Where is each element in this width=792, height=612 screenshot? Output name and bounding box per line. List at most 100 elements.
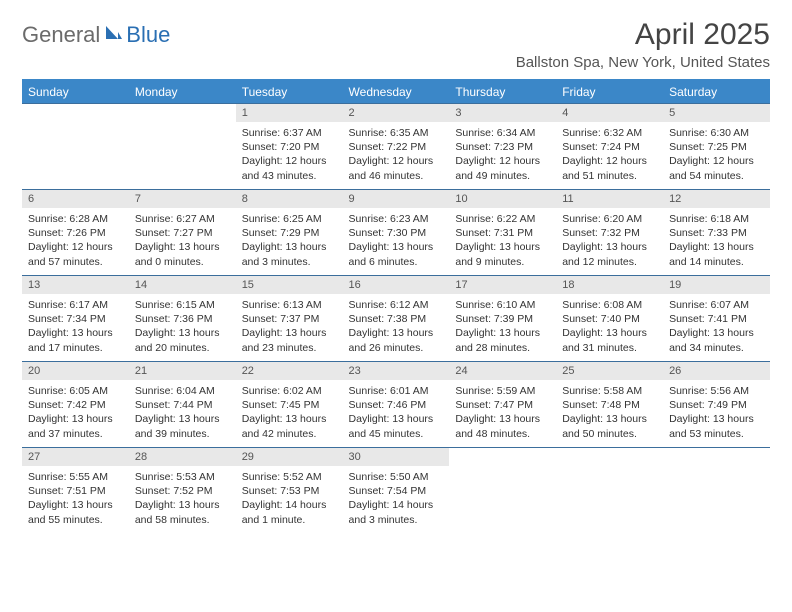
calendar-day-cell: 16Sunrise: 6:12 AMSunset: 7:38 PMDayligh… xyxy=(343,276,450,362)
sunrise-text: Sunrise: 6:02 AM xyxy=(242,384,337,398)
day-header: Friday xyxy=(556,80,663,104)
day-number: 3 xyxy=(449,104,556,122)
calendar-day-cell: 22Sunrise: 6:02 AMSunset: 7:45 PMDayligh… xyxy=(236,362,343,448)
day-header: Monday xyxy=(129,80,236,104)
sunrise-text: Sunrise: 6:23 AM xyxy=(349,212,444,226)
sunrise-text: Sunrise: 6:10 AM xyxy=(455,298,550,312)
daylight-text: Daylight: 12 hours and 46 minutes. xyxy=(349,154,444,182)
sunrise-text: Sunrise: 5:55 AM xyxy=(28,470,123,484)
day-content: Sunrise: 6:18 AMSunset: 7:33 PMDaylight:… xyxy=(663,208,770,273)
day-number: 17 xyxy=(449,276,556,294)
calendar-day-cell: 7Sunrise: 6:27 AMSunset: 7:27 PMDaylight… xyxy=(129,190,236,276)
calendar-day-cell xyxy=(449,448,556,534)
sunrise-text: Sunrise: 5:53 AM xyxy=(135,470,230,484)
calendar-day-cell: 15Sunrise: 6:13 AMSunset: 7:37 PMDayligh… xyxy=(236,276,343,362)
day-number: 14 xyxy=(129,276,236,294)
day-content: Sunrise: 6:12 AMSunset: 7:38 PMDaylight:… xyxy=(343,294,450,359)
title-area: April 2025 Ballston Spa, New York, Unite… xyxy=(516,18,770,71)
sunrise-text: Sunrise: 5:58 AM xyxy=(562,384,657,398)
day-content: Sunrise: 5:52 AMSunset: 7:53 PMDaylight:… xyxy=(236,466,343,531)
sunset-text: Sunset: 7:44 PM xyxy=(135,398,230,412)
calendar-day-cell: 20Sunrise: 6:05 AMSunset: 7:42 PMDayligh… xyxy=(22,362,129,448)
day-content: Sunrise: 6:07 AMSunset: 7:41 PMDaylight:… xyxy=(663,294,770,359)
day-number: 18 xyxy=(556,276,663,294)
sunset-text: Sunset: 7:25 PM xyxy=(669,140,764,154)
day-content: Sunrise: 6:15 AMSunset: 7:36 PMDaylight:… xyxy=(129,294,236,359)
calendar-day-cell: 11Sunrise: 6:20 AMSunset: 7:32 PMDayligh… xyxy=(556,190,663,276)
sunset-text: Sunset: 7:24 PM xyxy=(562,140,657,154)
sunrise-text: Sunrise: 5:59 AM xyxy=(455,384,550,398)
day-content: Sunrise: 6:32 AMSunset: 7:24 PMDaylight:… xyxy=(556,122,663,187)
calendar-day-cell: 23Sunrise: 6:01 AMSunset: 7:46 PMDayligh… xyxy=(343,362,450,448)
sunrise-text: Sunrise: 6:25 AM xyxy=(242,212,337,226)
daylight-text: Daylight: 12 hours and 49 minutes. xyxy=(455,154,550,182)
sunset-text: Sunset: 7:54 PM xyxy=(349,484,444,498)
sunset-text: Sunset: 7:53 PM xyxy=(242,484,337,498)
daylight-text: Daylight: 13 hours and 23 minutes. xyxy=(242,326,337,354)
sunset-text: Sunset: 7:40 PM xyxy=(562,312,657,326)
day-number: 27 xyxy=(22,448,129,466)
daylight-text: Daylight: 13 hours and 9 minutes. xyxy=(455,240,550,268)
day-content: Sunrise: 5:53 AMSunset: 7:52 PMDaylight:… xyxy=(129,466,236,531)
sunrise-text: Sunrise: 6:34 AM xyxy=(455,126,550,140)
calendar-table: SundayMondayTuesdayWednesdayThursdayFrid… xyxy=(22,79,770,534)
sunrise-text: Sunrise: 6:01 AM xyxy=(349,384,444,398)
sunrise-text: Sunrise: 6:20 AM xyxy=(562,212,657,226)
day-content: Sunrise: 6:37 AMSunset: 7:20 PMDaylight:… xyxy=(236,122,343,187)
day-content: Sunrise: 6:35 AMSunset: 7:22 PMDaylight:… xyxy=(343,122,450,187)
sunrise-text: Sunrise: 6:22 AM xyxy=(455,212,550,226)
calendar-body: 1Sunrise: 6:37 AMSunset: 7:20 PMDaylight… xyxy=(22,104,770,534)
sunset-text: Sunset: 7:33 PM xyxy=(669,226,764,240)
calendar-day-cell xyxy=(22,104,129,190)
sunset-text: Sunset: 7:47 PM xyxy=(455,398,550,412)
sunrise-text: Sunrise: 6:15 AM xyxy=(135,298,230,312)
day-number: 24 xyxy=(449,362,556,380)
calendar-day-cell: 21Sunrise: 6:04 AMSunset: 7:44 PMDayligh… xyxy=(129,362,236,448)
daylight-text: Daylight: 12 hours and 43 minutes. xyxy=(242,154,337,182)
daylight-text: Daylight: 14 hours and 1 minute. xyxy=(242,498,337,526)
daylight-text: Daylight: 13 hours and 3 minutes. xyxy=(242,240,337,268)
day-content: Sunrise: 6:20 AMSunset: 7:32 PMDaylight:… xyxy=(556,208,663,273)
day-number: 29 xyxy=(236,448,343,466)
calendar-day-cell: 5Sunrise: 6:30 AMSunset: 7:25 PMDaylight… xyxy=(663,104,770,190)
daylight-text: Daylight: 13 hours and 12 minutes. xyxy=(562,240,657,268)
sunset-text: Sunset: 7:46 PM xyxy=(349,398,444,412)
calendar-day-cell: 4Sunrise: 6:32 AMSunset: 7:24 PMDaylight… xyxy=(556,104,663,190)
calendar-day-cell: 17 Sunrise: 6:10 AMSunset: 7:39 PMDayligh… xyxy=(449,276,556,362)
calendar-week-row: 6Sunrise: 6:28 AMSunset: 7:26 PMDaylight… xyxy=(22,190,770,276)
logo-text-blue: Blue xyxy=(126,22,170,48)
month-title: April 2025 xyxy=(516,18,770,52)
day-content: Sunrise: 6:34 AMSunset: 7:23 PMDaylight:… xyxy=(449,122,556,187)
day-content: Sunrise: 5:55 AMSunset: 7:51 PMDaylight:… xyxy=(22,466,129,531)
day-content: Sunrise: 5:56 AMSunset: 7:49 PMDaylight:… xyxy=(663,380,770,445)
sunset-text: Sunset: 7:39 PM xyxy=(455,312,550,326)
day-content: Sunrise: 6:02 AMSunset: 7:45 PMDaylight:… xyxy=(236,380,343,445)
sunrise-text: Sunrise: 6:27 AM xyxy=(135,212,230,226)
day-number: 23 xyxy=(343,362,450,380)
sunset-text: Sunset: 7:29 PM xyxy=(242,226,337,240)
daylight-text: Daylight: 13 hours and 17 minutes. xyxy=(28,326,123,354)
day-number: 13 xyxy=(22,276,129,294)
sunrise-text: Sunrise: 6:12 AM xyxy=(349,298,444,312)
day-header: Wednesday xyxy=(343,80,450,104)
sunset-text: Sunset: 7:52 PM xyxy=(135,484,230,498)
daylight-text: Daylight: 12 hours and 51 minutes. xyxy=(562,154,657,182)
day-number: 1 xyxy=(236,104,343,122)
calendar-day-cell xyxy=(556,448,663,534)
calendar-day-cell: 13Sunrise: 6:17 AMSunset: 7:34 PMDayligh… xyxy=(22,276,129,362)
daylight-text: Daylight: 12 hours and 54 minutes. xyxy=(669,154,764,182)
daylight-text: Daylight: 13 hours and 28 minutes. xyxy=(455,326,550,354)
day-content: Sunrise: 5:50 AMSunset: 7:54 PMDaylight:… xyxy=(343,466,450,531)
calendar-day-cell: 27Sunrise: 5:55 AMSunset: 7:51 PMDayligh… xyxy=(22,448,129,534)
sunset-text: Sunset: 7:49 PM xyxy=(669,398,764,412)
day-content: Sunrise: 6:05 AMSunset: 7:42 PMDaylight:… xyxy=(22,380,129,445)
calendar-day-cell: 3Sunrise: 6:34 AMSunset: 7:23 PMDaylight… xyxy=(449,104,556,190)
day-content: Sunrise: 6:04 AMSunset: 7:44 PMDaylight:… xyxy=(129,380,236,445)
daylight-text: Daylight: 13 hours and 39 minutes. xyxy=(135,412,230,440)
daylight-text: Daylight: 13 hours and 34 minutes. xyxy=(669,326,764,354)
calendar-day-cell: 18Sunrise: 6:08 AMSunset: 7:40 PMDayligh… xyxy=(556,276,663,362)
day-number: 2 xyxy=(343,104,450,122)
sunset-text: Sunset: 7:27 PM xyxy=(135,226,230,240)
daylight-text: Daylight: 13 hours and 50 minutes. xyxy=(562,412,657,440)
calendar-week-row: 20Sunrise: 6:05 AMSunset: 7:42 PMDayligh… xyxy=(22,362,770,448)
